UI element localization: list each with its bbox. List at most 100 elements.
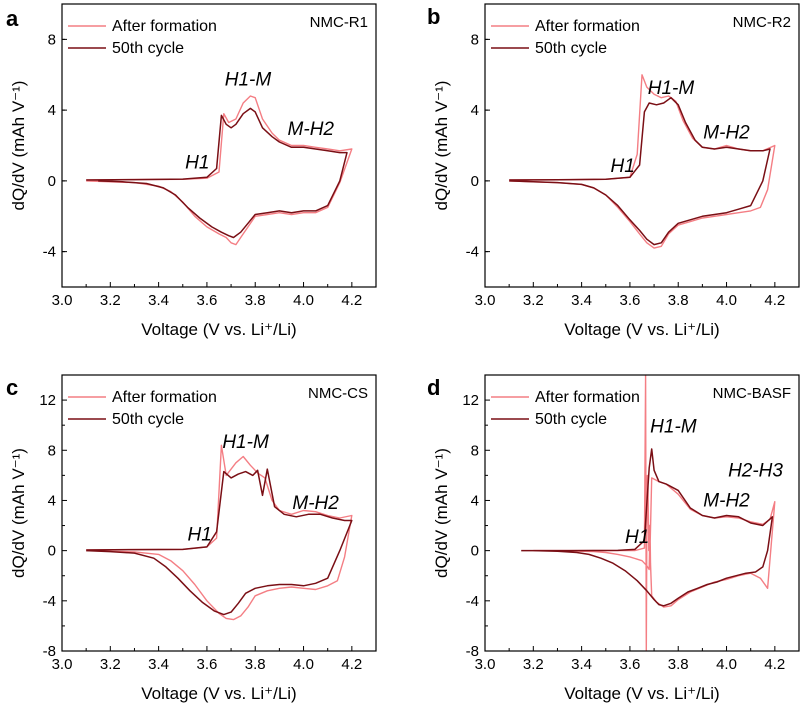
x-tick-label: 3.8 [245, 656, 266, 673]
x-tick-label: 4.2 [341, 292, 362, 309]
series-line-after-formation [509, 74, 776, 249]
x-tick-label: 3.4 [148, 656, 169, 673]
peak-annotation: H1 [611, 156, 635, 177]
peak-annotation: H1 [625, 527, 649, 548]
y-tick-label: -4 [466, 244, 479, 261]
peak-annotation: M-H2 [703, 491, 750, 512]
y-tick-label: 8 [48, 31, 56, 48]
x-axis-title: Voltage (V vs. Li⁺/Li) [564, 320, 719, 339]
y-tick-label: 8 [48, 442, 56, 459]
plot-frame [484, 3, 800, 288]
y-tick-label: -4 [43, 244, 56, 261]
legend-label: After formation [535, 389, 640, 406]
peak-annotation: H1-M [650, 417, 697, 438]
panel-c: 3.0 3.2 3.4 3.6 3.8 4.0 4.2 -8 -4 0 4 8 12 Voltage (V… [6, 374, 377, 703]
peak-annotation: H1 [188, 525, 212, 546]
x-tick-label: 3.0 [52, 656, 73, 673]
y-axis-title: dQ/dV (mAh V⁻¹) [9, 81, 28, 211]
y-tick-label: 12 [39, 392, 56, 409]
y-tick-label: 4 [471, 492, 479, 509]
sample-label: NMC-BASF [713, 385, 791, 402]
y-tick-label: 12 [462, 392, 479, 409]
peak-annotation: M-H2 [292, 493, 339, 514]
x-tick-label: 3.8 [668, 656, 689, 673]
x-tick-label: 3.2 [100, 292, 121, 309]
x-tick-label: 3.6 [196, 292, 217, 309]
plot-frame [484, 374, 800, 652]
x-tick-label: 3.8 [245, 292, 266, 309]
legend-label: After formation [112, 18, 217, 35]
panel-letter: c [6, 375, 18, 400]
sample-label: NMC-R1 [310, 14, 368, 31]
y-tick-label: 4 [48, 102, 56, 119]
y-tick-label: -4 [43, 593, 56, 610]
x-tick-label: 4.0 [293, 292, 314, 309]
panel-a: 3.0 3.2 3.4 3.6 3.8 4.0 4.2 -4 0 4 8 Voltage (V vs.… [6, 3, 377, 339]
x-tick-label: 4.0 [716, 292, 737, 309]
peak-annotation: H1-M [648, 78, 695, 99]
x-tick-label: 3.2 [523, 292, 544, 309]
x-tick-label: 3.4 [571, 292, 592, 309]
x-tick-label: 3.4 [148, 292, 169, 309]
y-tick-label: 8 [471, 442, 479, 459]
x-tick-label: 3.6 [619, 292, 640, 309]
x-tick-label: 3.6 [619, 656, 640, 673]
x-axis-title: Voltage (V vs. Li⁺/Li) [141, 320, 296, 339]
panel-letter: d [427, 375, 440, 400]
legend-label: 50th cycle [112, 40, 184, 57]
sample-label: NMC-CS [308, 385, 368, 402]
y-tick-label: 4 [48, 492, 56, 509]
series-line-after-formation [86, 95, 353, 246]
y-tick-label: 4 [471, 102, 479, 119]
y-tick-label: 0 [471, 173, 479, 190]
y-tick-label: -4 [466, 593, 479, 610]
series-line-after-formation [86, 444, 353, 621]
peak-annotation: H1-M [222, 432, 269, 453]
y-tick-label: 0 [471, 543, 479, 560]
series-line-50th-cycle [86, 468, 353, 616]
peak-annotation: H1-M [225, 69, 272, 90]
plot-frame [61, 374, 377, 652]
peak-annotation: H2-H3 [728, 461, 783, 482]
x-tick-label: 4.2 [341, 656, 362, 673]
legend-label: After formation [535, 18, 640, 35]
x-tick-label: 4.2 [764, 656, 785, 673]
y-tick-label: -8 [43, 643, 56, 660]
y-tick-label: -8 [466, 643, 479, 660]
legend-label: 50th cycle [112, 411, 184, 428]
x-tick-label: 3.8 [668, 292, 689, 309]
x-tick-label: 3.4 [571, 656, 592, 673]
series-line-50th-cycle [86, 107, 348, 239]
x-tick-label: 4.0 [293, 656, 314, 673]
peak-annotation: M-H2 [703, 122, 750, 143]
sample-label: NMC-R2 [733, 14, 791, 31]
y-axis-title: dQ/dV (mAh V⁻¹) [432, 448, 451, 578]
peak-annotation: H1 [185, 152, 209, 173]
y-axis-title: dQ/dV (mAh V⁻¹) [9, 448, 28, 578]
panel-letter: a [6, 6, 19, 31]
y-axis-title: dQ/dV (mAh V⁻¹) [432, 81, 451, 211]
series-line-50th-cycle [509, 96, 771, 246]
legend-label: 50th cycle [535, 411, 607, 428]
x-tick-label: 3.6 [196, 656, 217, 673]
plot-frame [61, 3, 377, 288]
peak-annotation: M-H2 [288, 119, 335, 140]
series-line-50th-cycle [521, 448, 774, 607]
legend-label: After formation [112, 389, 217, 406]
panel-b: 3.0 3.2 3.4 3.6 3.8 4.0 4.2 -4 0 4 8 Voltage (V vs.… [427, 3, 800, 339]
y-tick-label: 0 [48, 543, 56, 560]
panel-d: 3.0 3.2 3.4 3.6 3.8 4.0 4.2 -8 -4 0 4 8 12 Voltage (V… [427, 374, 800, 703]
x-tick-label: 3.0 [475, 292, 496, 309]
legend-label: 50th cycle [535, 40, 607, 57]
x-tick-label: 4.0 [716, 656, 737, 673]
x-axis-title: Voltage (V vs. Li⁺/Li) [141, 684, 296, 703]
x-tick-label: 3.0 [475, 656, 496, 673]
panel-letter: b [427, 4, 440, 29]
x-tick-label: 3.2 [100, 656, 121, 673]
x-axis-title: Voltage (V vs. Li⁺/Li) [564, 684, 719, 703]
y-tick-label: 0 [48, 173, 56, 190]
x-tick-label: 4.2 [764, 292, 785, 309]
y-tick-label: 8 [471, 31, 479, 48]
x-tick-label: 3.2 [523, 656, 544, 673]
